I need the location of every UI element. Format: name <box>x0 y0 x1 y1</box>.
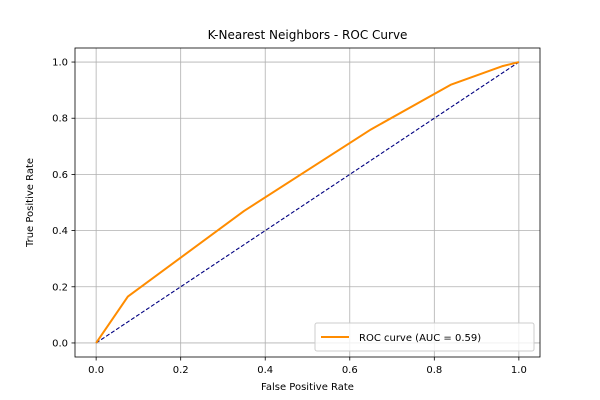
x-tick-label: 0.6 <box>342 365 358 376</box>
y-tick-label: 0.4 <box>52 226 68 237</box>
y-tick-label: 1.0 <box>52 58 68 69</box>
legend: ROC curve (AUC = 0.59) <box>314 322 535 352</box>
series-lines <box>95 61 520 344</box>
x-tick-label: 0.2 <box>173 365 189 376</box>
x-tick-label: 1.0 <box>511 365 527 376</box>
grid-lines <box>75 48 540 357</box>
axis-ticks: 0.0 0.2 0.4 0.6 0.8 1.0 0.0 0.2 0.4 0.6 0.8 1.0 <box>52 58 527 376</box>
roc-curve-line <box>95 61 520 344</box>
plot-frame <box>74 47 541 358</box>
x-tick-label: 0.8 <box>426 365 442 376</box>
y-axis-label: True Positive Rate <box>25 158 36 248</box>
chart-title: K-Nearest Neighbors - ROC Curve <box>208 28 408 42</box>
x-tick-label: 0.0 <box>88 365 104 376</box>
y-tick-label: 0.8 <box>52 114 68 125</box>
y-tick-label: 0.0 <box>52 338 68 349</box>
chance-diagonal-line <box>95 61 520 344</box>
legend-box <box>314 322 535 352</box>
x-tick-label: 0.4 <box>257 365 273 376</box>
y-tick-label: 0.6 <box>52 170 68 181</box>
x-axis-label: False Positive Rate <box>261 382 354 393</box>
y-tick-label: 0.2 <box>52 282 68 293</box>
legend-label: ROC curve (AUC = 0.59) <box>359 333 481 344</box>
